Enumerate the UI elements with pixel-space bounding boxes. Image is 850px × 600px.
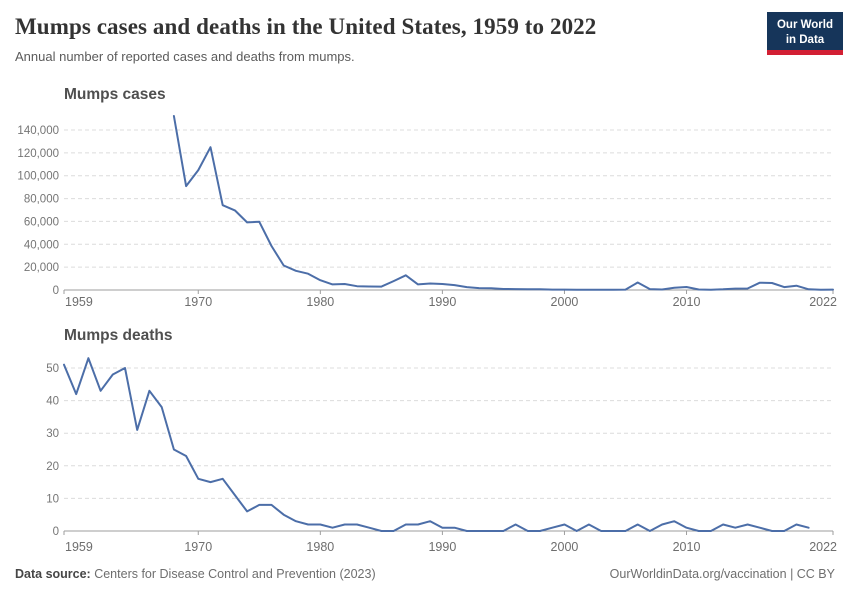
data-source-value: Centers for Disease Control and Preventi… <box>90 567 376 581</box>
owid-logo-line2: in Data <box>785 33 825 46</box>
svg-text:100,000: 100,000 <box>17 171 59 183</box>
svg-text:0: 0 <box>53 526 59 538</box>
deaths-chart-svg: 0 10 20 30 40 50 1959 1970 1980 1990 2000 2010 2022 <box>46 357 837 554</box>
svg-text:80,000: 80,000 <box>24 194 59 206</box>
cases-chart-title: Mumps cases <box>64 86 166 103</box>
svg-text:140,000: 140,000 <box>17 125 59 137</box>
chart-footer: Data source: Centers for Disease Control… <box>15 567 835 581</box>
deaths-chart-title: Mumps deaths <box>64 327 173 344</box>
svg-text:40: 40 <box>46 396 59 408</box>
credit-link[interactable]: OurWorldinData.org/vaccination | CC BY <box>609 567 835 581</box>
svg-text:1980: 1980 <box>306 295 334 309</box>
svg-text:1970: 1970 <box>184 540 212 554</box>
mumps-cases-line <box>172 115 834 291</box>
svg-text:1980: 1980 <box>306 540 334 554</box>
cases-chart-svg: 0 20,000 40,000 60,000 80,000 100,000 120,000 1… <box>17 115 837 309</box>
data-source-note: Data source: Centers for Disease Control… <box>15 567 376 581</box>
svg-text:2000: 2000 <box>551 295 579 309</box>
svg-text:1990: 1990 <box>428 295 456 309</box>
svg-text:30: 30 <box>46 428 59 440</box>
svg-text:2010: 2010 <box>673 540 701 554</box>
svg-text:120,000: 120,000 <box>17 148 59 160</box>
svg-text:50: 50 <box>46 363 59 375</box>
page-subtitle: Annual number of reported cases and deat… <box>15 49 355 64</box>
svg-text:1959: 1959 <box>65 540 93 554</box>
svg-text:40,000: 40,000 <box>24 239 59 251</box>
svg-text:2022: 2022 <box>809 540 837 554</box>
svg-text:2022: 2022 <box>809 295 837 309</box>
owid-logo[interactable]: Our World in Data <box>767 12 843 55</box>
svg-text:60,000: 60,000 <box>24 216 59 228</box>
svg-text:1959: 1959 <box>65 295 93 309</box>
data-source-label: Data source: <box>15 567 91 581</box>
svg-text:2010: 2010 <box>673 295 701 309</box>
mumps-deaths-line <box>63 357 810 532</box>
svg-text:1990: 1990 <box>428 540 456 554</box>
svg-text:2000: 2000 <box>551 540 579 554</box>
svg-text:20,000: 20,000 <box>24 262 59 274</box>
svg-text:20: 20 <box>46 461 59 473</box>
owid-logo-line1: Our World <box>776 19 833 31</box>
chart-header: Mumps cases and deaths in the United Sta… <box>15 12 843 64</box>
svg-text:1970: 1970 <box>184 295 212 309</box>
svg-text:10: 10 <box>46 493 59 505</box>
page-title: Mumps cases and deaths in the United Sta… <box>15 14 597 39</box>
svg-text:0: 0 <box>53 285 59 297</box>
